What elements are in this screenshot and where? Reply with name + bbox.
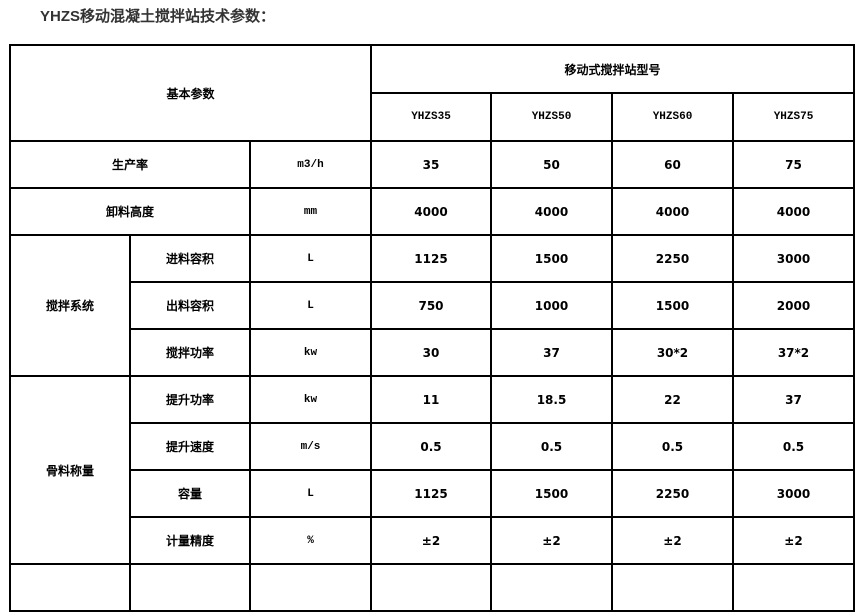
param-label: 容量 bbox=[129, 469, 251, 518]
param-label: 进料容积 bbox=[129, 234, 251, 283]
value-cell: 0.5 bbox=[732, 422, 855, 471]
table-row: 出料容积 L 750 1000 1500 2000 bbox=[10, 281, 855, 330]
value-cell: 0.5 bbox=[490, 422, 613, 471]
unit-cell: m/s bbox=[249, 422, 372, 471]
value-cell: 60 bbox=[611, 140, 734, 189]
table-row: 提升速度 m/s 0.5 0.5 0.5 0.5 bbox=[10, 422, 855, 471]
value-cell: 1500 bbox=[490, 469, 613, 518]
table-row: 骨料称量 提升功率 kw 11 18.5 22 37 bbox=[9, 375, 855, 565]
param-label: 卸料高度 bbox=[9, 187, 251, 236]
value-cell: 750 bbox=[370, 281, 492, 330]
table-row: 生产率 m3/h 35 50 60 75 bbox=[9, 140, 855, 189]
value-cell: 22 bbox=[611, 375, 734, 424]
value-cell: 4000 bbox=[490, 187, 613, 236]
value-cell: 37*2 bbox=[732, 328, 855, 377]
unit-cell: kw bbox=[249, 375, 372, 424]
value-cell: 30 bbox=[370, 328, 492, 377]
unit-cell: L bbox=[249, 469, 372, 518]
value-cell: 37 bbox=[490, 328, 613, 377]
value-cell: 4000 bbox=[370, 187, 492, 236]
value-cell: 3000 bbox=[732, 234, 855, 283]
value-cell: 4000 bbox=[732, 187, 855, 236]
value-cell: 2250 bbox=[611, 469, 734, 518]
group-label: 搅拌系统 bbox=[9, 234, 131, 377]
table-row: 计量精度% ±2 ±2 ±2 ±2 bbox=[10, 516, 855, 565]
model-header: YHZS60 bbox=[611, 92, 734, 142]
param-label: 提升速度 bbox=[129, 422, 251, 471]
value-cell: 1500 bbox=[490, 234, 613, 283]
value-cell: 1000 bbox=[490, 281, 613, 330]
value-cell: 4000 bbox=[611, 187, 734, 236]
value-cell: ±2 bbox=[611, 516, 734, 565]
empty-cell bbox=[370, 563, 492, 612]
table-row bbox=[9, 563, 855, 612]
empty-cell bbox=[249, 563, 372, 612]
value-cell: 1125 bbox=[370, 234, 492, 283]
empty-cell bbox=[732, 563, 855, 612]
model-header: YHZS50 bbox=[490, 92, 613, 142]
model-header: YHZS35 bbox=[370, 92, 492, 142]
value-cell: 2250 bbox=[611, 234, 734, 283]
model-row: YHZS35 YHZS50 YHZS60 YHZS75 bbox=[10, 92, 855, 142]
value-cell: ±2 bbox=[370, 516, 492, 565]
value-cell: 0.5 bbox=[611, 422, 734, 471]
param-label: 生产率 bbox=[9, 140, 251, 189]
value-cell: 75 bbox=[732, 140, 855, 189]
empty-cell bbox=[9, 563, 131, 612]
param-label: 提升功率 bbox=[129, 375, 251, 424]
value-cell: 1125 bbox=[370, 469, 492, 518]
header-row: 基本参数 移动式搅拌站型号 bbox=[9, 44, 855, 142]
model-group-header: 移动式搅拌站型号 bbox=[370, 44, 855, 94]
param-label: 出料容积 bbox=[129, 281, 251, 330]
page-title: YHZS移动混凝土搅拌站技术参数： bbox=[40, 8, 276, 25]
table-row: 容量 L 1125 1500 2250 3000 bbox=[10, 469, 855, 518]
unit-cell: L bbox=[249, 281, 372, 330]
value-cell: 18.5 bbox=[490, 375, 613, 424]
model-header: YHZS75 bbox=[732, 92, 855, 142]
value-cell: 2000 bbox=[732, 281, 855, 330]
value-cell: 0.5 bbox=[370, 422, 492, 471]
empty-cell bbox=[129, 563, 251, 612]
value-cell: ±2 bbox=[732, 516, 855, 565]
param-label: 搅拌功率 bbox=[129, 328, 251, 377]
value-cell: 50 bbox=[490, 140, 613, 189]
empty-cell bbox=[611, 563, 734, 612]
value-cell: 30*2 bbox=[611, 328, 734, 377]
group-label: 骨料称量 bbox=[9, 375, 131, 565]
value-cell: ±2 bbox=[490, 516, 613, 565]
table-row: 搅拌系统 进料容积 L 1125 1500 2250 3000 bbox=[9, 234, 855, 377]
spec-table: 基本参数 移动式搅拌站型号 YHZS35 YHZS50 YHZS60 YHZS7… bbox=[9, 44, 855, 612]
value-cell: 3000 bbox=[732, 469, 855, 518]
basic-params-header: 基本参数 bbox=[9, 44, 372, 142]
value-cell: 1500 bbox=[611, 281, 734, 330]
table-row: 搅拌功率 kw 30 37 30*2 37*2 bbox=[10, 328, 855, 377]
unit-cell: m3/h bbox=[249, 140, 372, 189]
value-cell: 11 bbox=[370, 375, 492, 424]
unit-cell: % bbox=[249, 516, 372, 565]
param-label: 计量精度 bbox=[129, 516, 251, 565]
unit-cell: mm bbox=[249, 187, 372, 236]
table-row: 卸料高度 mm 4000 4000 4000 4000 bbox=[9, 187, 855, 236]
value-cell: 37 bbox=[732, 375, 855, 424]
empty-cell bbox=[490, 563, 613, 612]
unit-cell: kw bbox=[249, 328, 372, 377]
value-cell: 35 bbox=[370, 140, 492, 189]
unit-cell: L bbox=[249, 234, 372, 283]
